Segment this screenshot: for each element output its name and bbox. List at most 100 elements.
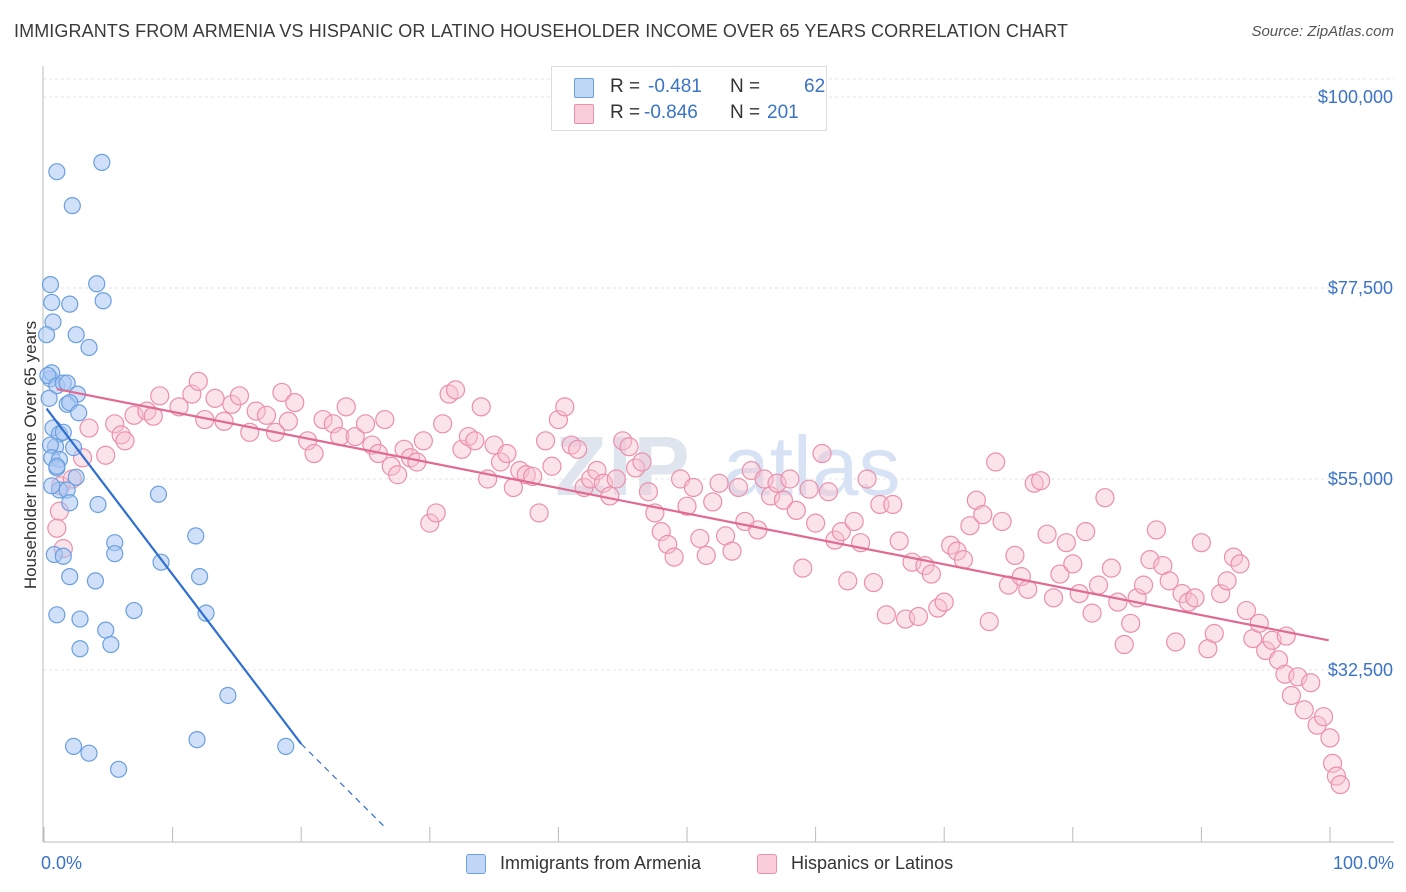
armenia-point <box>43 477 61 495</box>
hispanic-point <box>516 465 536 485</box>
hispanic-point <box>1217 571 1237 591</box>
hispanic-point <box>754 469 774 489</box>
hispanic-point <box>304 443 324 464</box>
hispanic-point <box>420 513 440 533</box>
hispanic-point <box>79 418 99 438</box>
hispanic-point <box>844 511 864 532</box>
r-label: R = <box>610 102 641 123</box>
hispanic-point <box>115 431 135 451</box>
axes <box>42 66 1394 843</box>
hispanic-point <box>677 496 697 516</box>
hispanic-point <box>1114 634 1134 655</box>
hispanic-point <box>748 520 768 540</box>
hispanic-point <box>690 528 710 549</box>
series-legend: Immigrants from Armenia Hispanics or Lat… <box>0 850 1406 878</box>
hispanic-point <box>696 545 716 566</box>
armenia-point <box>48 163 66 181</box>
hispanic-point <box>786 500 806 521</box>
armenia-legend-swatch <box>466 854 486 874</box>
n-value: 62 <box>804 76 826 97</box>
hispanic-point <box>767 473 787 493</box>
hispanic-point <box>375 409 395 430</box>
hispanic-point <box>1256 640 1276 661</box>
armenia-point <box>48 606 66 624</box>
hispanic-point <box>722 541 742 561</box>
hispanic-point <box>105 414 125 434</box>
armenia-point <box>93 153 111 171</box>
hispanic-point <box>188 371 208 391</box>
armenia-point <box>37 326 56 344</box>
hispanic-point <box>1322 753 1343 773</box>
hispanic-point <box>799 479 819 499</box>
hispanic-point <box>863 572 884 593</box>
hispanic-point <box>1301 673 1321 693</box>
armenia-point <box>70 404 88 422</box>
hispanic-point <box>1056 533 1076 553</box>
armenia-point <box>61 494 79 512</box>
hispanic-point <box>979 612 999 632</box>
armenia-point <box>54 547 72 565</box>
x-tick-label: 0.0% <box>41 853 82 873</box>
hispanic-point <box>1082 603 1102 623</box>
legend-label-armenia: Immigrants from Armenia <box>500 853 702 873</box>
armenia-trend-line <box>45 407 303 745</box>
armenia-point <box>191 568 209 586</box>
hispanic-point <box>229 386 250 406</box>
source-label: Source: ZipAtlas.com <box>1251 23 1394 40</box>
x-tick-label: 100.0% <box>1333 853 1394 873</box>
armenia-point <box>80 338 98 357</box>
hispanic-point <box>1230 554 1250 574</box>
hispanic-point <box>960 516 980 536</box>
hispanic-point <box>992 511 1012 532</box>
hispanic-point <box>1005 545 1025 566</box>
hispanic-point <box>838 571 858 591</box>
hispanic-point <box>1031 471 1051 491</box>
hispanic-point <box>1088 575 1109 595</box>
hispanic-point <box>96 445 116 465</box>
hispanic-point <box>831 522 851 542</box>
chart-title: IMMIGRANTS FROM ARMENIA VS HISPANIC OR L… <box>14 21 1069 41</box>
hispanic-point <box>529 503 549 523</box>
hispanic-point <box>1191 533 1212 553</box>
armenia-point <box>86 572 105 590</box>
hispanic-point <box>889 531 909 551</box>
hispanic-point <box>812 443 832 464</box>
hispanic-point <box>818 482 839 502</box>
hispanic-point <box>568 439 588 459</box>
n-label: N = <box>730 76 761 97</box>
hispanic-point <box>1050 564 1070 584</box>
hispanic-point <box>1037 524 1057 544</box>
armenia-point <box>80 744 98 762</box>
hispanic-point <box>1249 613 1269 633</box>
legend-label-hispanic: Hispanics or Latinos <box>791 853 954 873</box>
armenia-point <box>277 737 295 756</box>
hispanic-point <box>934 592 954 612</box>
hispanic-point <box>1236 600 1257 621</box>
armenia-point <box>187 527 205 545</box>
hispanic-point <box>773 490 794 510</box>
armenia-point <box>71 640 89 658</box>
armenia-points <box>37 153 295 778</box>
x-tick-labels: 0.0% 100.0% <box>41 853 1394 873</box>
hispanic-point <box>542 456 562 476</box>
armenia-point <box>64 438 83 457</box>
armenia-point <box>109 760 128 778</box>
armenia-point <box>61 568 79 586</box>
armenia-point <box>94 292 112 310</box>
hispanic-point <box>986 452 1006 472</box>
hispanic-point <box>256 405 277 425</box>
hispanic-point <box>336 397 356 417</box>
hispanic-point <box>876 605 896 625</box>
armenia-point <box>188 731 206 749</box>
n-value: 201 <box>767 102 799 123</box>
r-value: -0.846 <box>644 102 698 123</box>
hispanic-point <box>426 503 446 523</box>
hispanic-point <box>1133 575 1154 595</box>
hispanic-point <box>780 469 800 489</box>
hispanic-point <box>205 388 225 408</box>
hispanic-point <box>1262 630 1282 650</box>
hispanic-point <box>150 386 170 406</box>
hispanic-point <box>246 401 266 421</box>
hispanic-points <box>47 371 1350 795</box>
hispanic-point <box>728 477 749 498</box>
